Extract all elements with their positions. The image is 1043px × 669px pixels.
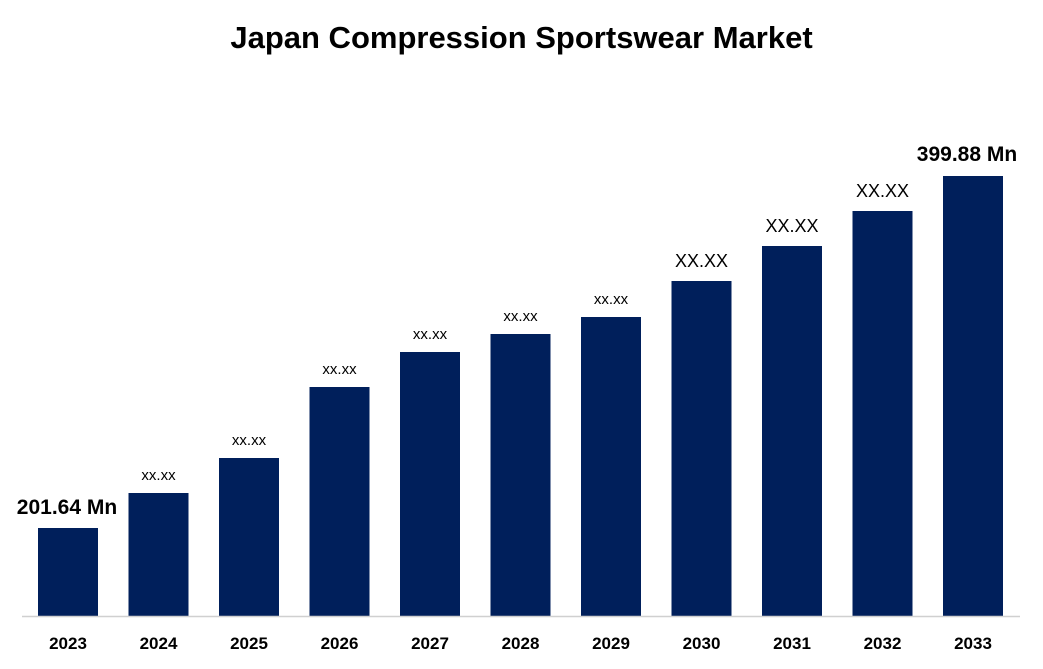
x-tick-2026: 2026 [321, 634, 359, 653]
x-tick-2030: 2030 [683, 634, 721, 653]
x-tick-2029: 2029 [592, 634, 630, 653]
data-label-2029: xx.xx [594, 291, 629, 308]
x-tick-2027: 2027 [411, 634, 449, 653]
data-label-2026: xx.xx [322, 361, 357, 378]
data-label-2033: 399.88 Mn [917, 143, 1017, 166]
data-label-2027: xx.xx [413, 326, 448, 343]
bar-2031 [762, 246, 822, 616]
bar-2030 [671, 281, 732, 616]
x-tick-2028: 2028 [502, 634, 540, 653]
data-label-2032: XX.XX [856, 181, 909, 201]
x-tick-2023: 2023 [49, 634, 87, 653]
bar-2028 [490, 334, 551, 616]
data-label-2024: xx.xx [141, 467, 176, 484]
x-tick-2032: 2032 [864, 634, 902, 653]
x-tick-2031: 2031 [773, 634, 811, 653]
bar-2024 [128, 493, 189, 616]
bars-group [38, 176, 1003, 616]
data-label-2030: XX.XX [675, 251, 728, 271]
data-label-2025: xx.xx [232, 432, 267, 449]
x-axis-tick-labels: 2023 2024 2025 2026 2027 2028 2029 2030 2031 2032… [49, 634, 992, 653]
x-tick-2024: 2024 [140, 634, 178, 653]
data-label-2028: xx.xx [503, 308, 538, 325]
bar-2026 [309, 387, 370, 616]
chart-title: Japan Compression Sportswear Market [230, 20, 813, 55]
data-labels-group: 201.64 Mn xx.xx xx.xx xx.xx xx.xx xx.xx xx.xx X… [17, 143, 1017, 519]
bar-2033 [943, 176, 1003, 616]
x-tick-2033: 2033 [954, 634, 992, 653]
data-label-2031: XX.XX [765, 216, 818, 236]
data-label-2023: 201.64 Mn [17, 496, 117, 519]
bar-2027 [400, 352, 460, 616]
x-tick-2025: 2025 [230, 634, 268, 653]
bar-2032 [852, 211, 913, 616]
bar-2025 [219, 458, 279, 616]
bar-2029 [581, 317, 641, 616]
bar-2023 [38, 528, 98, 616]
